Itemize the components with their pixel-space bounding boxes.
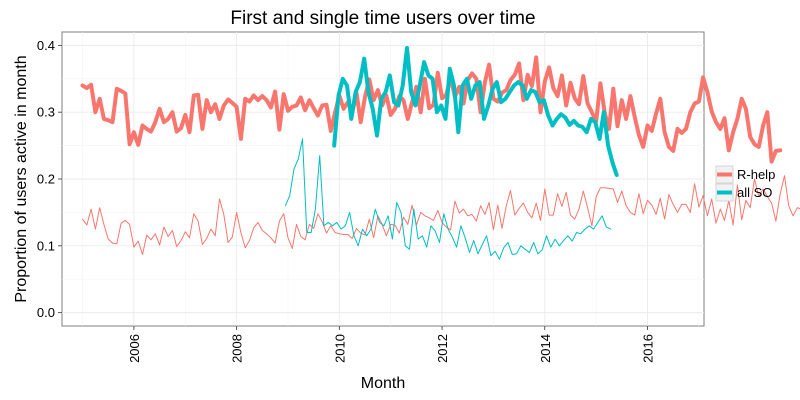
y-axis-title: Proportion of users active in month	[13, 55, 30, 302]
x-tick-label: 2014	[538, 334, 553, 363]
axes: 0.0 0.1 0.2 0.3 0.4 2006 2008 2010 2012 2014 2016	[37, 38, 656, 363]
x-tick-label: 2016	[641, 334, 656, 363]
series-line-all-so-first-time	[332, 46, 619, 177]
x-tick-label: 2010	[332, 334, 347, 363]
y-tick-label: 0.4	[37, 38, 55, 53]
y-tick-label: 0.1	[37, 238, 55, 253]
y-tick-label: 0.0	[37, 305, 55, 320]
x-tick-label: 2006	[127, 334, 142, 363]
series-line-r-help-single-time	[82, 175, 800, 255]
legend-label: all SO	[737, 185, 772, 200]
series-line-r-help-first-time	[80, 55, 783, 164]
series-line-all-so-single-time	[284, 138, 612, 260]
series-lines	[80, 46, 800, 260]
legend: R-help all SO	[715, 165, 775, 202]
x-tick-label: 2008	[230, 334, 245, 363]
y-tick-label: 0.2	[37, 172, 55, 187]
legend-label: R-help	[737, 167, 775, 182]
x-axis-title: Month	[361, 375, 405, 392]
x-tick-label: 2012	[435, 334, 450, 363]
y-tick-label: 0.3	[37, 105, 55, 120]
chart-title: First and single time users over time	[230, 8, 535, 29]
